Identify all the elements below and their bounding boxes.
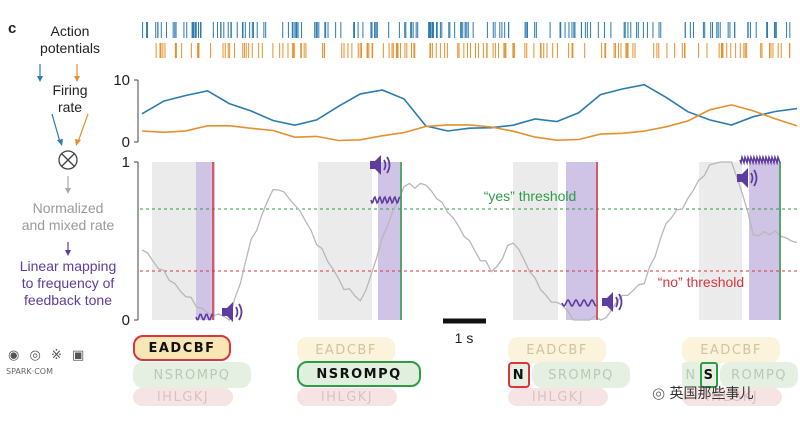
wechat-icon: ◎ [652,384,666,402]
letter-group: IHLGKJ [508,388,608,406]
purple-band [749,162,781,320]
gray-band [513,162,558,320]
letter-group: NSROMPQ [133,362,251,388]
panel-letter: c [8,20,17,37]
left-watermark-text: SPARK·COM [6,367,53,376]
label-line: Normalized [32,200,104,216]
linear-mapping-label: Linear mapping to frequency of feedback … [0,258,136,309]
label-line: Linear mapping [19,258,117,274]
blue-rate-series [141,83,798,132]
feedback-tone-wave [561,298,597,308]
label-line: Firing [52,82,88,98]
letter-group-selected: EADCBF [133,335,231,361]
normalized-axis [134,161,139,321]
speaker-icon [370,155,391,175]
normalized-rate-series [141,161,798,322]
feedback-tone-wave [195,313,213,321]
action-potentials-label: Action potentials [20,23,120,57]
purple-band [196,162,215,320]
gray-band [699,162,742,320]
feedback-tone-wave [739,154,781,166]
label-line: potentials [40,40,100,56]
label-line: feedback tone [24,292,112,308]
scale-bar-label: 1 s [454,330,474,346]
firing-rate-label: Firing rate [20,82,120,116]
label-line: and mixed rate [21,217,115,233]
gray-band [152,162,196,320]
rate-ytick-bottom: 0 [121,134,130,151]
letter-group: IHLGKJ [682,388,782,406]
purple-band [566,162,598,320]
orange-spike-raster [155,43,791,58]
norm-ytick-bottom: 0 [121,312,130,329]
speaker-icons [222,155,758,322]
letter-group: EADCBF [682,337,780,363]
letter-selected: N [508,362,530,388]
label-line: to frequency of [21,275,115,291]
firing-rate-lines [141,83,798,142]
letter-group: ROMPQ [720,362,798,388]
gray-band [318,162,372,320]
decision-markers [195,154,781,321]
letter-group: EADCBF [508,337,606,363]
firing-rate-axis [134,79,139,143]
yes-threshold-label: “yes” threshold [483,188,577,204]
norm-ytick-top: 1 [121,154,130,171]
speaker-icon [737,168,758,188]
left-watermark-logo: ◉ ◎ ※ ▣ [8,348,88,363]
no-threshold-label: “no” threshold [657,274,745,290]
rate-ytick-top: 10 [113,72,130,89]
letter-group: EADCBF [297,337,395,363]
letter-group: N [682,362,700,388]
normalized-label: Normalized and mixed rate [0,200,136,234]
letter-group: IHLGKJ [297,388,397,406]
letter-group: SROMPQ [532,362,630,388]
flow-arrows [37,64,89,256]
letter-selected: S [700,362,718,388]
speaker-icon [222,302,243,322]
letter-group: IHLGKJ [133,388,233,406]
orange-rate-series [141,104,798,142]
speaker-icon [602,292,623,312]
letter-group-selected: NSROMPQ [297,361,421,387]
watermark-label: 英国那些事儿 [669,386,754,402]
feedback-tone-wave [370,195,401,205]
normalized-trace [141,161,798,322]
trial-bands [152,162,781,320]
label-line: Action [50,23,90,39]
blue-spike-raster [142,22,791,38]
right-watermark-text: ◎ 英国那些事儿 [652,383,754,403]
purple-band [378,162,402,320]
mixing-multiply-icon [58,150,78,170]
label-line: rate [57,99,83,115]
